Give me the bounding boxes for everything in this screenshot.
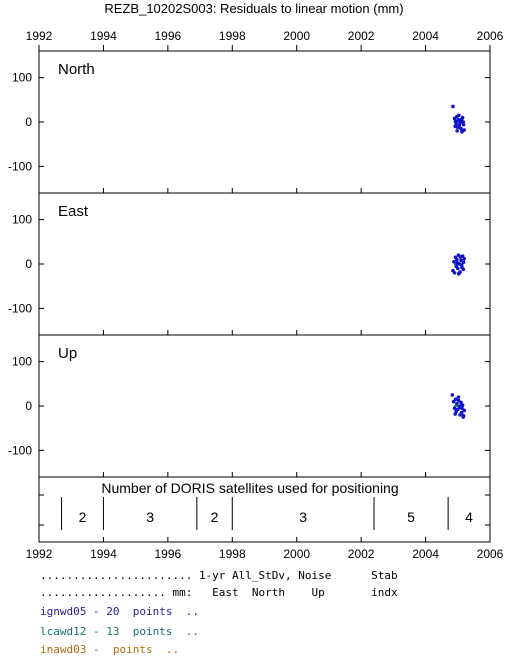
data-point [461,260,466,265]
data-point [456,398,461,403]
top-x-axis: 1992 1994 1996 1998 2000 2002 2004 2006 [26,29,504,51]
y-tick-label: -100 [8,443,32,457]
legend-line-ignwd05: ignwd05 - 20 points .. [40,605,199,618]
data-point [458,255,463,259]
data-point [455,257,459,262]
panel-label: North [58,61,95,78]
data-point [455,129,459,133]
satellite-count: 2 [79,509,87,525]
data-point [461,413,466,418]
y-tick-label: 0 [25,399,32,413]
top-x-tick-label: 1998 [219,29,246,43]
data-point [452,271,457,275]
data-point [453,397,458,402]
bottom-x-tick-label: 2004 [412,547,439,561]
data-point [462,408,467,413]
top-x-tick-label: 2006 [477,29,504,43]
data-point [459,126,463,131]
top-x-tick-label: 2004 [412,29,439,43]
data-point [459,258,463,263]
data-point [452,259,456,264]
data-point [460,115,465,120]
data-point [450,393,455,397]
bottom-x-tick-label: 2000 [283,547,310,561]
chart-title: REZB_10202S003: Residuals to linear moti… [104,1,403,16]
data-point [455,401,459,406]
top-x-tick-label: 2000 [283,29,310,43]
y-tick-label: 100 [12,71,32,85]
data-point [460,129,464,134]
panel-label: Up [58,345,77,362]
y-tick-label: 0 [25,115,32,129]
legend-line-inawd03: inawd03 - points .. [40,643,180,656]
satellite-count: 5 [407,509,415,525]
bottom-x-tick-label: 1996 [155,547,182,561]
bottom-x-tick-label: 1998 [219,547,246,561]
top-x-tick-label: 1992 [26,29,53,43]
panel-north: North 100 0 -100 [8,50,491,194]
panels: North 100 0 -100 East 100 0 -100 Up 100 0 -100 [8,50,491,478]
panel-frame [38,50,491,194]
residuals-chart: REZB_10202S003: Residuals to linear moti… [8,1,504,561]
data-point [460,406,464,411]
panel-up: Up 100 0 -100 [8,334,491,478]
bottom-x-tick-label: 1992 [26,547,53,561]
top-x-tick-label: 1996 [155,29,182,43]
data-point [461,120,466,124]
data-point [455,266,460,271]
data-point [456,113,461,118]
y-tick-label: 100 [12,355,32,369]
bottom-x-tick-label: 2006 [477,547,504,561]
y-tick-label: -100 [8,301,32,315]
data-point [462,256,467,261]
satellite-label: Number of DORIS satellites used for posi… [101,480,398,496]
data-point [461,122,466,127]
panel-frame [38,334,491,478]
data-point [451,104,455,109]
legend-header-2: ................... mm: East North Up in… [40,586,398,599]
satellite-panel: Number of DORIS satellites used for posi… [38,476,491,543]
satellite-count: 3 [299,509,307,525]
satellite-count: 2 [211,509,219,525]
bottom-x-tick-label: 2002 [348,547,375,561]
panel-label: East [58,203,89,220]
data-point [460,265,464,270]
satellite-count: 3 [146,509,154,525]
bottom-x-tick-label: 1994 [90,547,117,561]
legend-header-1: ....................... 1-yr All_StDv, N… [40,569,398,582]
y-tick-label: 0 [25,257,32,271]
data-point [452,406,457,411]
y-tick-label: 100 [12,213,32,227]
panel-east: East 100 0 -100 [8,192,491,336]
top-x-tick-label: 2002 [348,29,375,43]
legend-line-lcawd12: lcawd12 - 13 points .. [40,625,199,638]
data-point [455,260,459,265]
data-point [456,271,461,276]
data-point [453,124,458,129]
data-point [459,410,464,415]
y-tick-label: -100 [8,159,32,173]
top-x-tick-label: 1994 [90,29,117,43]
data-point [458,118,463,123]
bottom-x-axis: 1992 1994 1996 1998 2000 2002 2004 2006 [26,537,504,561]
data-point [456,395,461,399]
satellite-frame [38,476,491,543]
data-point [453,412,458,416]
panel-frame [38,192,491,336]
satellite-count: 4 [465,509,473,525]
